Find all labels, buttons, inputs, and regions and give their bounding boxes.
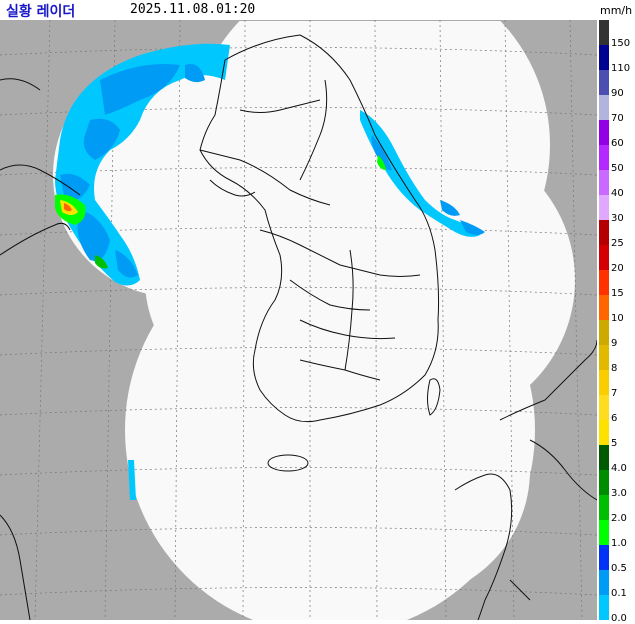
legend-swatch xyxy=(599,420,609,445)
legend-swatch xyxy=(599,220,609,245)
legend-swatch xyxy=(599,520,609,545)
legend-label: 2.0 xyxy=(611,513,627,524)
legend-swatch xyxy=(599,270,609,295)
legend-label: 0.1 xyxy=(611,588,627,599)
legend-label: 150 xyxy=(611,38,631,49)
legend-swatch xyxy=(599,470,609,495)
timestamp: 2025.11.08.01:20 xyxy=(130,2,256,17)
radar-coverage xyxy=(53,20,575,620)
legend-swatch xyxy=(599,245,609,270)
legend-label: 90 xyxy=(611,88,624,99)
legend-swatch xyxy=(599,345,609,370)
legend-swatch xyxy=(599,120,609,145)
legend-swatch xyxy=(599,545,609,570)
legend-color-bar xyxy=(599,20,609,620)
legend-label: 0.0 xyxy=(611,613,627,624)
legend-label: 8 xyxy=(611,363,618,374)
legend: 150 110 90 70 60 50 40 30 25 20 15 10 9 8 7 6 5 4.0 3.0 2.0… xyxy=(597,20,635,624)
radar-map-svg xyxy=(0,20,597,620)
legend-label: 15 xyxy=(611,288,624,299)
legend-label: 40 xyxy=(611,188,624,199)
legend-swatch xyxy=(599,295,609,320)
legend-label: 50 xyxy=(611,163,624,174)
legend-swatch xyxy=(599,495,609,520)
unit-label: mm/h xyxy=(600,4,633,17)
header: 실황 레이더 2025.11.08.01:20 mm/h xyxy=(0,0,635,20)
radar-map[interactable] xyxy=(0,20,597,620)
legend-label: 5 xyxy=(611,438,618,449)
legend-swatch xyxy=(599,70,609,95)
legend-label: 30 xyxy=(611,213,624,224)
legend-swatch xyxy=(599,170,609,195)
legend-label: 110 xyxy=(611,63,631,74)
legend-swatch xyxy=(599,45,609,70)
legend-label: 1.0 xyxy=(611,538,627,549)
legend-label: 3.0 xyxy=(611,488,627,499)
legend-swatch xyxy=(599,20,609,45)
legend-label: 9 xyxy=(611,338,618,349)
legend-label: 4.0 xyxy=(611,463,627,474)
legend-label: 60 xyxy=(611,138,624,149)
legend-swatch xyxy=(599,195,609,220)
page-title: 실황 레이더 xyxy=(6,4,76,20)
coastlines xyxy=(0,34,597,620)
legend-swatch xyxy=(599,145,609,170)
legend-label: 10 xyxy=(611,313,624,324)
precipitation-echoes xyxy=(55,43,485,500)
legend-swatch xyxy=(599,595,609,620)
legend-swatch xyxy=(599,395,609,420)
legend-swatch xyxy=(599,370,609,395)
legend-label: 20 xyxy=(611,263,624,274)
legend-label: 6 xyxy=(611,413,618,424)
legend-label: 7 xyxy=(611,388,618,399)
legend-swatch xyxy=(599,95,609,120)
legend-label: 0.5 xyxy=(611,563,627,574)
legend-swatch xyxy=(599,570,609,595)
legend-swatch xyxy=(599,445,609,470)
legend-label: 70 xyxy=(611,113,624,124)
legend-label: 25 xyxy=(611,238,624,249)
legend-swatch xyxy=(599,320,609,345)
